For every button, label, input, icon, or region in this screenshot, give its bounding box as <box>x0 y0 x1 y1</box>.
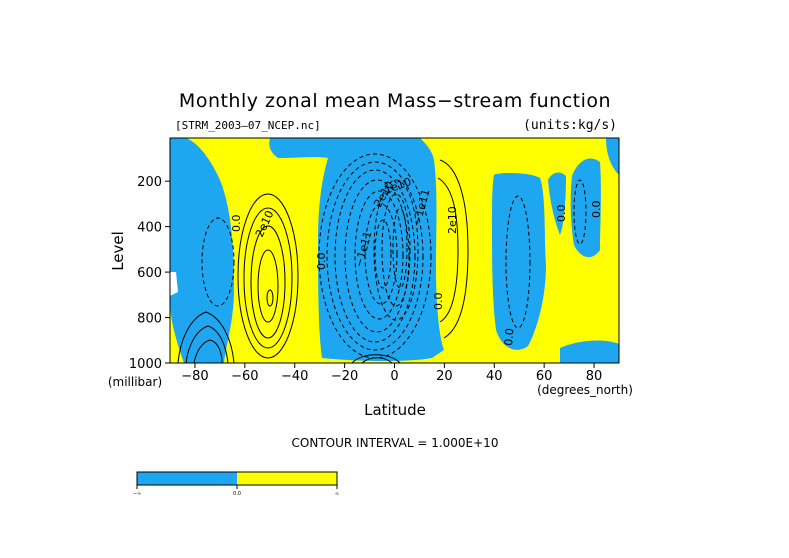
contour-label: 0.0 <box>590 201 603 219</box>
contour-solid <box>361 357 393 363</box>
contour-dashed <box>334 169 416 343</box>
x-tick-label: 0 <box>390 369 398 384</box>
y-axis-unit: (millibar) <box>108 375 162 389</box>
contour-solid <box>237 193 299 359</box>
colorbar-label: −∞ <box>133 491 141 497</box>
contour-solid <box>185 325 229 363</box>
contour-dashed <box>326 161 424 351</box>
x-axis-ticks: −80 −60 −40 −20 0 20 40 60 80 <box>181 363 602 384</box>
contour-dashed <box>505 195 531 329</box>
negative-region-tropics <box>269 138 444 361</box>
file-label: [STRM_2003–07_NCEP.nc] <box>175 119 321 132</box>
x-tick-label: −20 <box>331 369 358 384</box>
colorbar-negative <box>137 472 237 485</box>
x-tick-label: 40 <box>486 369 503 384</box>
contour-solid <box>193 339 223 363</box>
contour-label: 2e10 <box>446 206 459 234</box>
contour-solid <box>257 249 279 323</box>
negative-region-south <box>170 138 234 363</box>
contour-solid <box>177 311 235 363</box>
contour-solid <box>351 354 401 363</box>
chart-title: Monthly zonal mean Mass−stream function <box>179 90 611 112</box>
contour-label: 0.0 <box>502 328 516 347</box>
contour-dashed <box>392 207 408 289</box>
y-tick-label: 1000 <box>129 357 162 372</box>
x-tick-label: 80 <box>586 369 603 384</box>
negative-region-sea <box>560 340 619 363</box>
contour-solid <box>266 289 274 307</box>
contour-dashed <box>373 179 419 321</box>
x-axis-label: Latitude <box>364 401 426 419</box>
contour-dashed <box>374 219 392 289</box>
colorbar-label: ∞ <box>335 491 339 497</box>
contour-dashed <box>364 203 398 305</box>
x-tick-label: 20 <box>436 369 453 384</box>
contour-solid <box>243 207 293 349</box>
y-tick-label: 600 <box>137 266 162 281</box>
colorbar: −∞ 0.0 ∞ <box>133 471 339 497</box>
negative-region-polar-cap <box>606 138 619 175</box>
x-tick-label: −40 <box>281 369 308 384</box>
contour-dashed <box>201 217 235 307</box>
contour-solid <box>439 159 469 339</box>
contour-label: 0.0 <box>555 205 568 223</box>
x-tick-label: 60 <box>536 369 553 384</box>
y-tick-label: 800 <box>137 312 162 327</box>
contour-solid <box>250 225 286 339</box>
y-tick-label: 400 <box>137 221 162 236</box>
contour-interval-note: CONTOUR INTERVAL = 1.000E+10 <box>292 436 499 450</box>
colorbar-positive <box>237 472 337 485</box>
y-axis-ticks: 200 400 600 800 1000 <box>129 175 170 372</box>
x-axis-unit: (degrees_north) <box>537 383 633 397</box>
contour-label: 0.0 <box>230 215 243 233</box>
y-tick-label: 200 <box>137 175 162 190</box>
contour-label: 0.0 <box>432 293 445 311</box>
units-label: (units:kg/s) <box>523 118 617 133</box>
x-tick-label: −60 <box>231 369 258 384</box>
contour-label: 0.0 <box>315 253 328 271</box>
contour-solid <box>437 177 459 323</box>
y-axis-label: Level <box>109 231 127 271</box>
colorbar-label: 0.0 <box>233 491 241 497</box>
contour-dashed <box>344 179 410 333</box>
negative-region-arctic-top <box>548 172 566 235</box>
contour-lines <box>177 153 587 363</box>
x-tick-label: −80 <box>181 369 208 384</box>
antarctic-mask <box>170 272 178 296</box>
negative-region-north <box>492 173 546 350</box>
contour-dashed <box>573 179 587 245</box>
contour-dashed <box>354 190 404 320</box>
plot-area: 0.0 2e10 0.0 −1e11 −1e11 2e10 0.0 0.0 0.… <box>170 138 619 363</box>
contour-dashed <box>381 193 411 307</box>
